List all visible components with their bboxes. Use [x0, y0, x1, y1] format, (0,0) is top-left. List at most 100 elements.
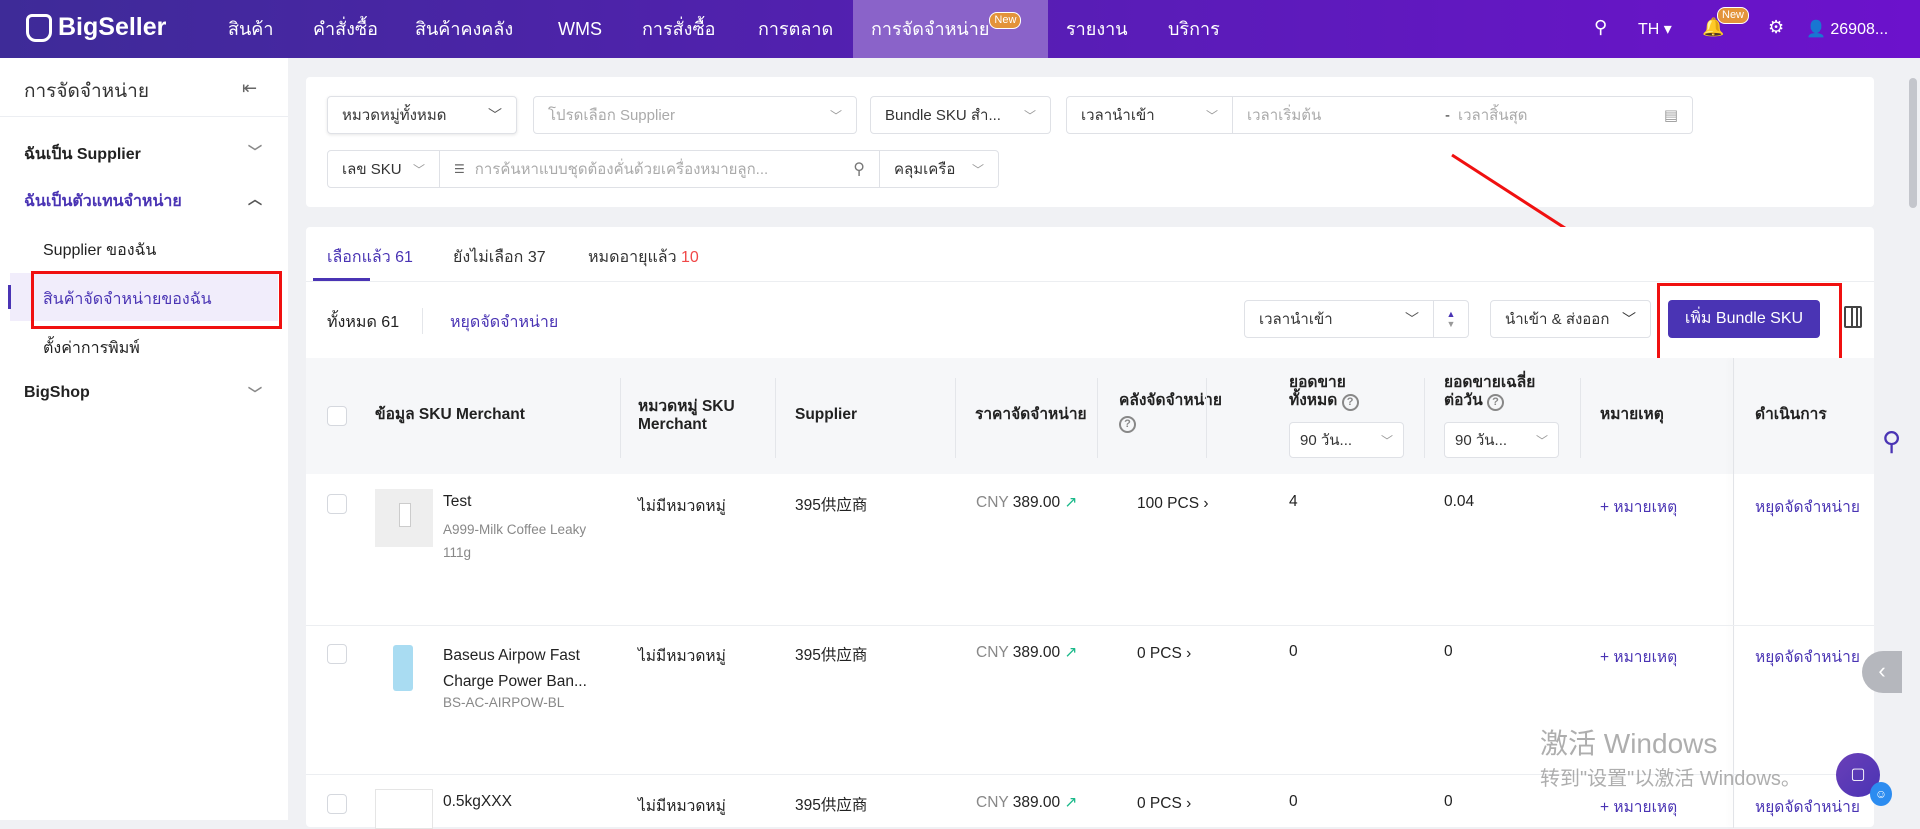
col-header-supplier: Supplier	[795, 406, 858, 423]
add-note-link[interactable]: + หมายเหตุ	[1600, 799, 1678, 816]
col-header-avg-sales: ยอดขายเฉลี่ยต่อวัน ?	[1444, 374, 1544, 411]
sku-search-input[interactable]: ☰ การค้นหาแบบชุดต้องคั่นด้วยเครื่องหมายลู…	[439, 150, 880, 188]
divider	[306, 281, 1874, 282]
stop-distribution-link[interactable]: หยุดจัดจำหน่าย	[450, 314, 559, 331]
nav-wms[interactable]: WMS	[558, 19, 602, 39]
row-checkbox[interactable]	[327, 494, 347, 514]
nav-distribution[interactable]: การจัดจำหน่าย New	[853, 0, 1048, 58]
add-bundle-sku-button[interactable]: เพิ่ม Bundle SKU	[1668, 300, 1820, 338]
trend-up-icon[interactable]: ↗	[1064, 794, 1078, 811]
nav-purchase[interactable]: การสั่งซื้อ	[642, 19, 716, 39]
sidebar-group-supplier[interactable]: ฉันเป็น Supplier ﹀	[24, 142, 288, 167]
active-indicator	[8, 285, 11, 309]
nav-services[interactable]: บริการ	[1168, 19, 1220, 39]
total-sales-period-select[interactable]: 90 วัน... ﹀	[1289, 422, 1404, 458]
chevron-down-icon: ﹀	[1023, 108, 1036, 123]
nav-products[interactable]: สินค้า	[228, 19, 274, 39]
nav-distribution-label: การจัดจำหน่าย	[871, 19, 990, 39]
bundle-sku-select[interactable]: Bundle SKU สำ... ﹀	[870, 96, 1051, 134]
name-line: Baseus Airpow Fast	[443, 647, 580, 664]
nav-orders[interactable]: คำสั่งซื้อ	[313, 19, 378, 39]
sku-line: A999-Milk Coffee Leaky	[443, 522, 587, 537]
search-type-select[interactable]: เลข SKU ﹀	[327, 150, 440, 188]
help-icon[interactable]: ?	[1341, 394, 1359, 411]
col-header-price: ราคาจัดจำหน่าย	[975, 406, 1087, 423]
fuzzy-match-select[interactable]: คลุมเครือ ﹀	[879, 150, 999, 188]
nav-inventory[interactable]: สินค้าคงคลัง	[415, 19, 514, 39]
tab-expired[interactable]: หมดอายุแล้ว 10	[588, 245, 699, 270]
row-divider	[306, 625, 1874, 626]
stop-distribution-link[interactable]: หยุดจัดจำหน่าย	[1755, 499, 1860, 516]
sort-desc-icon: ▼	[1446, 319, 1456, 329]
sidebar-item-my-suppliers[interactable]: Supplier ของฉัน	[43, 242, 157, 259]
floating-search-icon[interactable]: ⚲	[1882, 426, 1902, 456]
category-cell: ไม่มีหมวดหมู่	[638, 798, 726, 815]
supplier-cell: 395供应商	[795, 647, 868, 664]
supplier-select[interactable]: โปรดเลือก Supplier ﹀	[533, 96, 857, 134]
stock: 0 PCS	[1137, 795, 1182, 812]
help-icon[interactable]: ?	[1119, 416, 1136, 433]
product-name: Baseus Airpow Fast Charge Power Ban...	[443, 643, 587, 695]
add-note-link[interactable]: + หมายเหตุ	[1600, 499, 1678, 516]
product-sku: BS-AC-AIRPOW-BL	[443, 695, 565, 710]
search-icon[interactable]: ⚲	[1594, 17, 1608, 37]
column-settings-icon[interactable]	[1844, 306, 1862, 328]
sidebar-group-bigshop[interactable]: BigShop ﹀	[24, 384, 288, 402]
tab-not-selected[interactable]: ยังไม่เลือก 37	[453, 245, 546, 270]
col-header-notes: หมายเหตุ	[1600, 406, 1664, 423]
stock-cell[interactable]: 0 PCS ›	[1137, 795, 1191, 813]
trend-up-icon[interactable]: ↗	[1064, 494, 1078, 511]
avg-sales-cell: 0.04	[1444, 493, 1475, 510]
chevron-right-icon: ›	[1186, 795, 1192, 812]
search-icon[interactable]: ⚲	[853, 161, 865, 178]
sort-value: เวลานำเข้า	[1259, 311, 1333, 328]
product-thumbnail[interactable]	[375, 489, 433, 547]
product-thumbnail[interactable]	[393, 645, 413, 691]
stop-distribution-link[interactable]: หยุดจัดจำหน่าย	[1755, 649, 1860, 666]
sort-field-select[interactable]: เวลานำเข้า ﹀	[1244, 300, 1434, 338]
assistant-face-icon[interactable]: ☺	[1870, 782, 1892, 806]
page-scrollbar[interactable]	[1906, 58, 1920, 820]
windows-watermark-subtitle: 转到"设置"以激活 Windows。	[1540, 768, 1801, 790]
row-checkbox[interactable]	[327, 644, 347, 664]
help-icon[interactable]: ?	[1487, 394, 1504, 411]
nav-marketing[interactable]: การตลาด	[758, 19, 834, 39]
sku-line: 111g	[443, 545, 472, 560]
user-menu[interactable]: 👤 26908...	[1806, 21, 1889, 38]
sidebar-item-my-distribution-products[interactable]: สินค้าจัดจำหน่ายของฉัน	[43, 291, 212, 308]
add-note-link[interactable]: + หมายเหตุ	[1600, 649, 1678, 666]
row-divider	[306, 774, 1874, 775]
sidebar-item-print-settings[interactable]: ตั้งค่าการพิมพ์	[43, 340, 140, 357]
category-select[interactable]: หมวดหมู่ทั้งหมด ﹀	[327, 96, 517, 134]
settings-gear-icon[interactable]: ⚙	[1768, 17, 1785, 37]
sidebar-group-distributor[interactable]: ฉันเป็นตัวแทนจำหน่าย ︿	[24, 189, 288, 214]
product-thumbnail[interactable]	[375, 789, 433, 829]
col-header-actions: ดำเนินการ	[1755, 406, 1827, 423]
expand-panel-chevron-left-icon[interactable]: ‹	[1862, 651, 1902, 693]
avg-sales-period-select[interactable]: 90 วัน... ﹀	[1444, 422, 1559, 458]
tab-label: เลือกแล้ว	[327, 249, 391, 266]
bigseller-logo[interactable]: BigSeller	[26, 13, 166, 42]
sort-order-toggle[interactable]: ▲ ▼	[1433, 300, 1469, 338]
stock-cell[interactable]: 0 PCS ›	[1137, 645, 1191, 663]
stop-distribution-link[interactable]: หยุดจัดจำหน่าย	[1755, 799, 1860, 816]
supplier-cell: 395供应商	[795, 497, 868, 514]
row-checkbox[interactable]	[327, 794, 347, 814]
date-range-picker[interactable]: เวลาเริ่มต้น - เวลาสิ้นสุด ▤	[1232, 96, 1693, 134]
scrollbar-thumb[interactable]	[1909, 78, 1917, 208]
collapse-sidebar-icon[interactable]: ⇤	[242, 78, 258, 98]
sidebar: การจัดจำหน่าย ⇤ ฉันเป็น Supplier ﹀ ฉันเป็…	[0, 58, 288, 820]
select-all-checkbox[interactable]	[327, 406, 347, 426]
nav-reports[interactable]: รายงาน	[1066, 19, 1128, 39]
batch-search-icon: ☰	[454, 162, 465, 176]
import-export-dropdown[interactable]: นำเข้า & ส่งออก ﹀	[1490, 300, 1651, 338]
language-select[interactable]: TH ▾	[1638, 21, 1672, 38]
tab-selected[interactable]: เลือกแล้ว 61	[327, 245, 413, 270]
time-type-select[interactable]: เวลานำเข้า ﹀	[1066, 96, 1233, 134]
trend-up-icon[interactable]: ↗	[1064, 644, 1078, 661]
stock-cell[interactable]: 100 PCS ›	[1137, 495, 1209, 513]
start-date-placeholder: เวลาเริ่มต้น	[1247, 107, 1322, 124]
col-divider	[1580, 378, 1581, 458]
period-value: 90 วัน...	[1455, 432, 1508, 449]
chevron-down-icon: ﹀	[248, 386, 262, 402]
